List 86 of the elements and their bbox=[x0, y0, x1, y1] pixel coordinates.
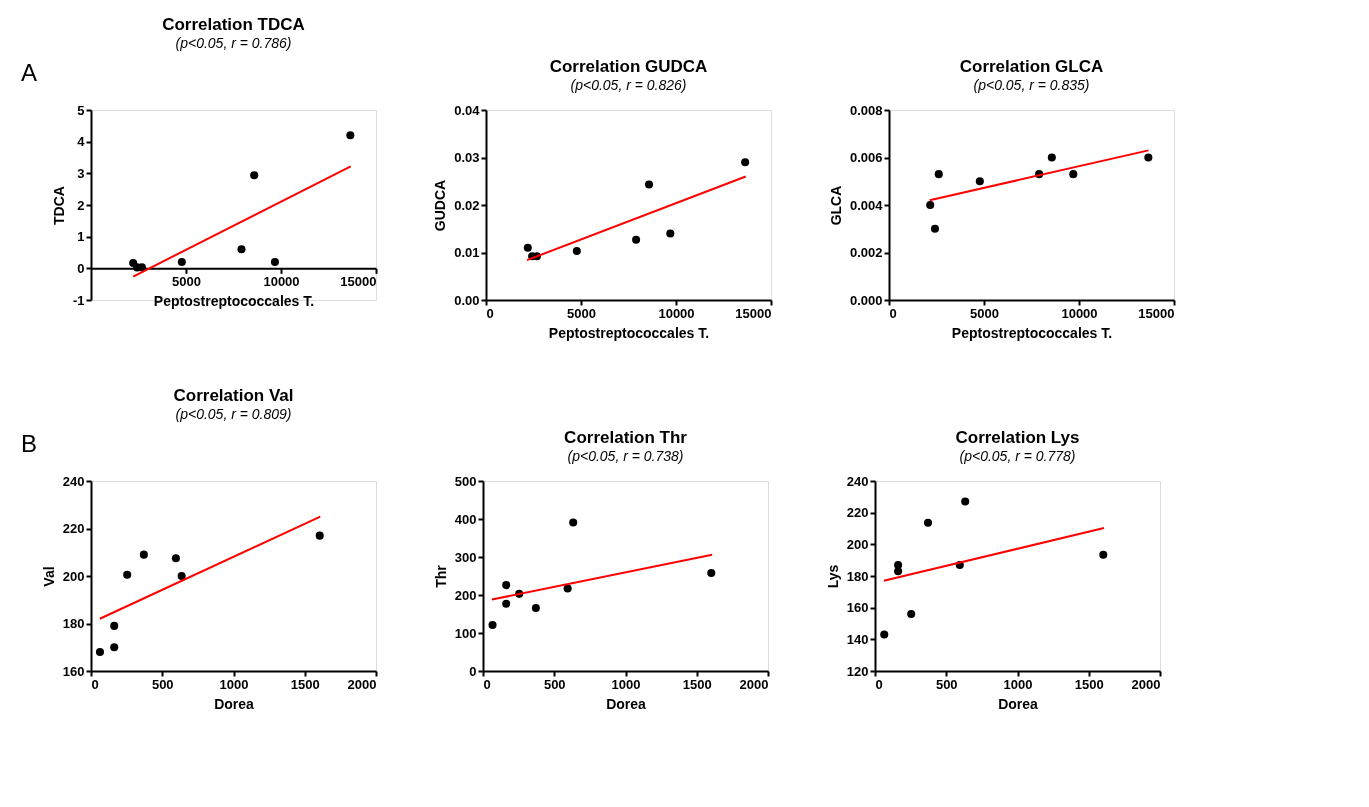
y-axis-title: TDCA bbox=[50, 186, 67, 225]
x-axis-title: Peptostreptococcales T. bbox=[153, 292, 315, 309]
y-tick-label: 0.000 bbox=[849, 292, 883, 308]
y-tick-label: 220 bbox=[62, 521, 85, 536]
chart-title: Correlation GUDCA bbox=[549, 57, 708, 76]
x-tick-label: 15000 bbox=[1138, 305, 1175, 321]
y-tick-label: 160 bbox=[846, 600, 869, 616]
y-tick-label: 0 bbox=[77, 260, 85, 276]
y-tick-label: 200 bbox=[846, 536, 869, 552]
chart-title: Correlation GLCA bbox=[959, 57, 1104, 76]
x-tick-label: 1500 bbox=[1074, 676, 1104, 692]
y-tick-label: 0.03 bbox=[454, 150, 480, 165]
x-tick-label: 1000 bbox=[611, 676, 641, 692]
y-tick-label: 5 bbox=[77, 102, 85, 118]
y-tick-label: 180 bbox=[62, 616, 85, 631]
y-tick-label: 300 bbox=[454, 549, 477, 565]
text: A bbox=[21, 59, 38, 86]
y-tick-label: 4 bbox=[77, 134, 86, 150]
chart-subtitle: (p<0.05, r = 0.778) bbox=[959, 448, 1076, 464]
chart-title: Correlation Val bbox=[173, 386, 294, 405]
x-tick-label: 2000 bbox=[347, 676, 377, 692]
x-tick-label: 1500 bbox=[290, 676, 320, 692]
y-tick-label: 180 bbox=[846, 568, 869, 584]
chart-subtitle: (p<0.05, r = 0.738) bbox=[567, 448, 684, 464]
x-axis-title: Dorea bbox=[998, 695, 1039, 712]
y-axis-title: Val bbox=[40, 566, 57, 587]
y-tick-label: 0.01 bbox=[454, 245, 480, 260]
x-tick-label: 1000 bbox=[1003, 676, 1033, 692]
chart-subtitle: (p<0.05, r = 0.826) bbox=[570, 77, 687, 93]
y-tick-label: 3 bbox=[77, 165, 85, 181]
x-tick-label: 1500 bbox=[682, 676, 712, 692]
y-tick-label: 200 bbox=[62, 568, 85, 584]
y-tick-label: 0.006 bbox=[849, 150, 883, 165]
y-tick-label: 0 bbox=[469, 663, 477, 679]
y-tick-label: -1 bbox=[72, 292, 85, 308]
chart-subtitle: (p<0.05, r = 0.835) bbox=[973, 77, 1090, 93]
y-tick-label: 2 bbox=[77, 197, 85, 213]
x-axis-title: Peptostreptococcales T. bbox=[951, 324, 1113, 341]
x-tick-label: 500 bbox=[543, 676, 566, 692]
x-axis-title: Peptostreptococcales T. bbox=[548, 324, 710, 341]
chart-subtitle: (p<0.05, r = 0.809) bbox=[175, 406, 292, 422]
y-tick-label: 1 bbox=[77, 229, 85, 245]
y-tick-label: 400 bbox=[454, 511, 477, 527]
y-tick-label: 0.004 bbox=[849, 197, 884, 213]
x-tick-label: 0 bbox=[889, 305, 897, 321]
x-tick-label: 0 bbox=[486, 305, 494, 321]
x-axis-title: Dorea bbox=[606, 695, 647, 712]
x-tick-label: 10000 bbox=[1061, 305, 1098, 321]
x-tick-label: 5000 bbox=[172, 273, 201, 289]
chart-subtitle: (p<0.05, r = 0.786) bbox=[175, 35, 292, 51]
chart-title: Correlation TDCA bbox=[162, 15, 305, 34]
x-tick-label: 10000 bbox=[263, 273, 300, 289]
y-axis-title: Thr bbox=[432, 564, 449, 588]
y-tick-label: 140 bbox=[846, 631, 869, 647]
y-tick-label: 500 bbox=[454, 473, 477, 489]
y-axis-title: GUDCA bbox=[432, 179, 449, 232]
x-tick-label: 10000 bbox=[658, 305, 695, 321]
x-tick-label: 15000 bbox=[340, 273, 377, 289]
x-tick-label: 0 bbox=[483, 676, 491, 692]
y-tick-label: 100 bbox=[454, 625, 477, 641]
text: B bbox=[21, 430, 38, 457]
y-tick-label: 240 bbox=[62, 473, 85, 489]
y-tick-label: 160 bbox=[62, 663, 85, 679]
x-axis-title: Dorea bbox=[214, 695, 255, 712]
x-tick-label: 5000 bbox=[567, 305, 596, 321]
y-axis-title: GLCA bbox=[827, 185, 844, 226]
y-tick-label: 0.008 bbox=[849, 102, 883, 118]
y-tick-label: 0.00 bbox=[454, 292, 480, 308]
y-tick-label: 200 bbox=[454, 587, 477, 603]
y-tick-label: 0.04 bbox=[454, 102, 481, 118]
x-tick-label: 0 bbox=[91, 676, 99, 692]
y-tick-label: 0.002 bbox=[849, 245, 883, 260]
y-tick-label: 0.02 bbox=[454, 197, 480, 213]
x-tick-label: 2000 bbox=[739, 676, 769, 692]
x-tick-label: 15000 bbox=[735, 305, 772, 321]
y-tick-label: 240 bbox=[846, 473, 869, 489]
x-tick-label: 500 bbox=[151, 676, 174, 692]
chart-title: Correlation Thr bbox=[564, 428, 688, 447]
y-tick-label: 120 bbox=[846, 663, 869, 679]
x-tick-label: 2000 bbox=[1131, 676, 1161, 692]
chart-title: Correlation Lys bbox=[955, 428, 1080, 447]
y-tick-label: 220 bbox=[846, 505, 869, 521]
x-tick-label: 1000 bbox=[219, 676, 249, 692]
y-axis-title: Lys bbox=[824, 564, 841, 589]
x-tick-label: 500 bbox=[935, 676, 958, 692]
x-tick-label: 5000 bbox=[970, 305, 999, 321]
